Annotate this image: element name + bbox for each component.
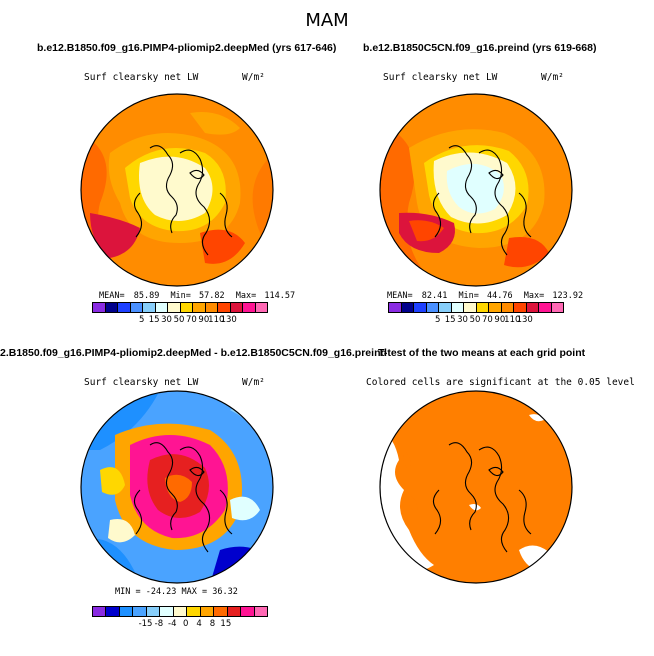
colorbar-swatch: [539, 303, 552, 312]
colorbar-swatch: [243, 303, 256, 312]
colorbar-swatch: [439, 303, 452, 312]
colorbar-top-left: [92, 302, 268, 313]
colorbar-swatch: [501, 303, 514, 312]
mean-label: MEAN=: [387, 291, 413, 301]
units-top-left: W/m²: [242, 72, 265, 83]
colorbar-tick-label: 15: [444, 315, 456, 325]
colorbar-swatch: [476, 303, 489, 312]
colorbar-tick-label: 130: [220, 315, 237, 325]
colorbar-swatch: [254, 607, 268, 616]
colorbar-swatch: [514, 303, 527, 312]
colorbar-swatch: [426, 303, 439, 312]
colorbar-swatch: [187, 607, 201, 616]
colorbar-top-right: [388, 302, 564, 313]
colorbar-tick-label: -8: [154, 619, 164, 629]
stats-top-left: MEAN= 85.89 Min= 57.82 Max= 114.57: [99, 291, 295, 301]
colorbar-swatch: [168, 303, 181, 312]
min-value: 57.82: [199, 291, 225, 301]
colorbar-swatch: [464, 303, 477, 312]
colorbar-swatch: [106, 607, 120, 616]
colorbar-tick-label: 8: [209, 619, 216, 629]
stats-top-right: MEAN= 82.41 Min= 44.76 Max= 123.92: [387, 291, 583, 301]
mean-label: MEAN=: [99, 291, 125, 301]
panel-title-bottom-left: 2.B1850.f09_g16.PIMP4-pliomip2.deepMed -…: [0, 347, 387, 359]
colorbar-swatch: [173, 607, 188, 616]
colorbar-tick-label: -4: [168, 619, 177, 629]
subtitle-bottom-right: Colored cells are significant at the 0.0…: [366, 377, 635, 388]
colorbar-swatch: [255, 303, 267, 312]
max-label: Max=: [235, 291, 257, 301]
colorbar-tick-label: 130: [516, 315, 533, 325]
colorbar-swatch: [401, 303, 414, 312]
figure-title: MAM: [305, 10, 349, 31]
colorbar-tick-label: 90: [494, 315, 506, 325]
colorbar-tick-label: 15: [148, 315, 160, 325]
colorbar-tick-label: 5: [434, 315, 441, 325]
colorbar-swatch: [389, 303, 402, 312]
colorbar-swatch: [155, 303, 168, 312]
colorbar-swatch: [160, 607, 174, 616]
colorbar-swatch: [526, 303, 539, 312]
colorbar-swatch: [205, 303, 218, 312]
colorbar-tick-label: 110: [208, 315, 225, 325]
stats-bottom-left: MIN = -24.23 MAX = 36.32: [115, 587, 238, 597]
panel-title-top-left: b.e12.B1850.f09_g16.PIMP4-pliomip2.deepM…: [37, 42, 337, 54]
max-value: 114.57: [264, 291, 296, 301]
mean-value: 82.41: [421, 291, 448, 301]
colorbar-swatch: [227, 607, 242, 616]
subtitle-top-left: Surf clearsky net LW: [84, 72, 199, 83]
colorbar-tick-label: 70: [482, 315, 493, 325]
polar-map-top-right: [379, 93, 573, 287]
colorbar-swatch: [118, 303, 131, 312]
panel-title-bottom-right: T-test of the two means at each grid poi…: [378, 347, 586, 359]
max-value: 123.92: [552, 291, 584, 301]
colorbar-swatch: [146, 607, 161, 616]
colorbar-swatch: [241, 607, 255, 616]
colorbar-tick-label: 90: [198, 315, 210, 325]
colorbar-swatch: [451, 303, 464, 312]
colorbar-tick-label: 15: [220, 619, 232, 629]
colorbar-tick-label: 4: [196, 619, 202, 629]
colorbar-swatch: [119, 607, 134, 616]
colorbar-swatch: [93, 607, 107, 616]
colorbar-swatch: [214, 607, 228, 616]
panel-title-top-right: b.e12.B1850C5CN.f09_g16.preind (yrs 619-…: [363, 42, 597, 54]
mean-value: 85.89: [133, 291, 160, 301]
colorbar-swatch: [180, 303, 193, 312]
units-top-right: W/m²: [541, 72, 564, 83]
colorbar-tick-label: 50: [469, 315, 481, 325]
colorbar-swatch: [414, 303, 427, 312]
subtitle-top-right: Surf clearsky net LW: [383, 72, 498, 83]
colorbar-swatch: [130, 303, 143, 312]
units-bottom-left: W/m²: [242, 377, 265, 388]
colorbar-tick-label: 110: [504, 315, 521, 325]
colorbar-swatch: [193, 303, 206, 312]
colorbar-swatch: [133, 607, 147, 616]
max-label: Max=: [523, 291, 545, 301]
colorbar-tick-label: 5: [138, 315, 145, 325]
colorbar-tick-label: 70: [186, 315, 197, 325]
min-label: Min=: [458, 291, 479, 301]
colorbar-swatch: [93, 303, 106, 312]
colorbar-tick-label: 30: [457, 315, 468, 325]
colorbar-swatch: [489, 303, 502, 312]
colorbar-swatch: [551, 303, 563, 312]
colorbar-tick-label: 0: [182, 619, 189, 629]
colorbar-tick-label: 50: [173, 315, 185, 325]
colorbar-swatch: [105, 303, 118, 312]
colorbar-swatch: [143, 303, 156, 312]
colorbar-tick-label: 30: [161, 315, 172, 325]
colorbar-swatch: [218, 303, 231, 312]
min-label: Min=: [170, 291, 191, 301]
colorbar-swatch: [230, 303, 243, 312]
min-value: 44.76: [487, 291, 513, 301]
polar-map-top-left: [80, 93, 274, 287]
colorbar-swatch: [200, 607, 215, 616]
subtitle-bottom-left: Surf clearsky net LW: [84, 377, 199, 388]
polar-map-bottom-right: [379, 390, 573, 584]
colorbar-tick-label: -15: [138, 619, 153, 629]
colorbar-bottom-left: [92, 606, 268, 617]
polar-map-bottom-left: [80, 390, 274, 584]
